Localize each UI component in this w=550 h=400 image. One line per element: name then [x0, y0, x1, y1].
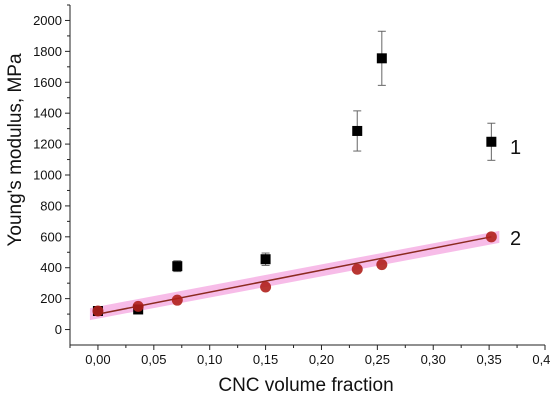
fit-line-layer [97, 236, 492, 315]
ticks: 0,00 0,05 0,10 0,15 0,20 0,25 0,30 0,35 0,40 0 200… [33, 4, 550, 367]
fit-line [97, 236, 492, 315]
series-2-point [351, 263, 363, 275]
x-tick-label: 0,35 [476, 352, 501, 367]
y-tick-label: 200 [40, 291, 62, 306]
series-1-label: 1 [510, 137, 521, 159]
series-2-point [132, 300, 144, 312]
y-axis-title: Young's modulus, MPa [5, 53, 26, 246]
y-tick-label: 800 [40, 198, 62, 213]
y-tick-label: 0 [55, 322, 62, 337]
series-2-point [485, 231, 497, 243]
data-points [92, 53, 497, 317]
x-tick-label: 0,40 [532, 352, 550, 367]
x-tick-label: 0,25 [365, 352, 390, 367]
x-axis-title: CNC volume fraction [218, 375, 393, 396]
series-2-label: 2 [510, 228, 521, 250]
series-1-point [260, 254, 271, 265]
x-tick-label: 0,15 [253, 352, 278, 367]
y-tick-label: 2000 [33, 13, 62, 28]
series-2-point [376, 259, 388, 271]
series-1-point [376, 53, 387, 64]
series-2-point [171, 294, 183, 306]
x-tick-label: 0,30 [421, 352, 446, 367]
y-tick-label: 1000 [33, 168, 62, 183]
x-tick-label: 0,00 [85, 352, 110, 367]
y-tick-label: 1800 [33, 44, 62, 59]
x-tick-label: 0,20 [309, 352, 334, 367]
y-tick-label: 1200 [33, 137, 62, 152]
series-1-point [352, 125, 363, 136]
x-tick-label: 0,05 [141, 352, 166, 367]
axes [69, 5, 545, 346]
y-tick-label: 600 [40, 229, 62, 244]
x-tick-label: 0,10 [197, 352, 222, 367]
series-1-point [486, 136, 497, 147]
series-2-point [260, 281, 272, 293]
y-tick-label: 1600 [33, 75, 62, 90]
series-1-point [172, 261, 183, 272]
series-2-point [92, 305, 104, 317]
y-tick-label: 400 [40, 260, 62, 275]
y-tick-label: 1400 [33, 106, 62, 121]
